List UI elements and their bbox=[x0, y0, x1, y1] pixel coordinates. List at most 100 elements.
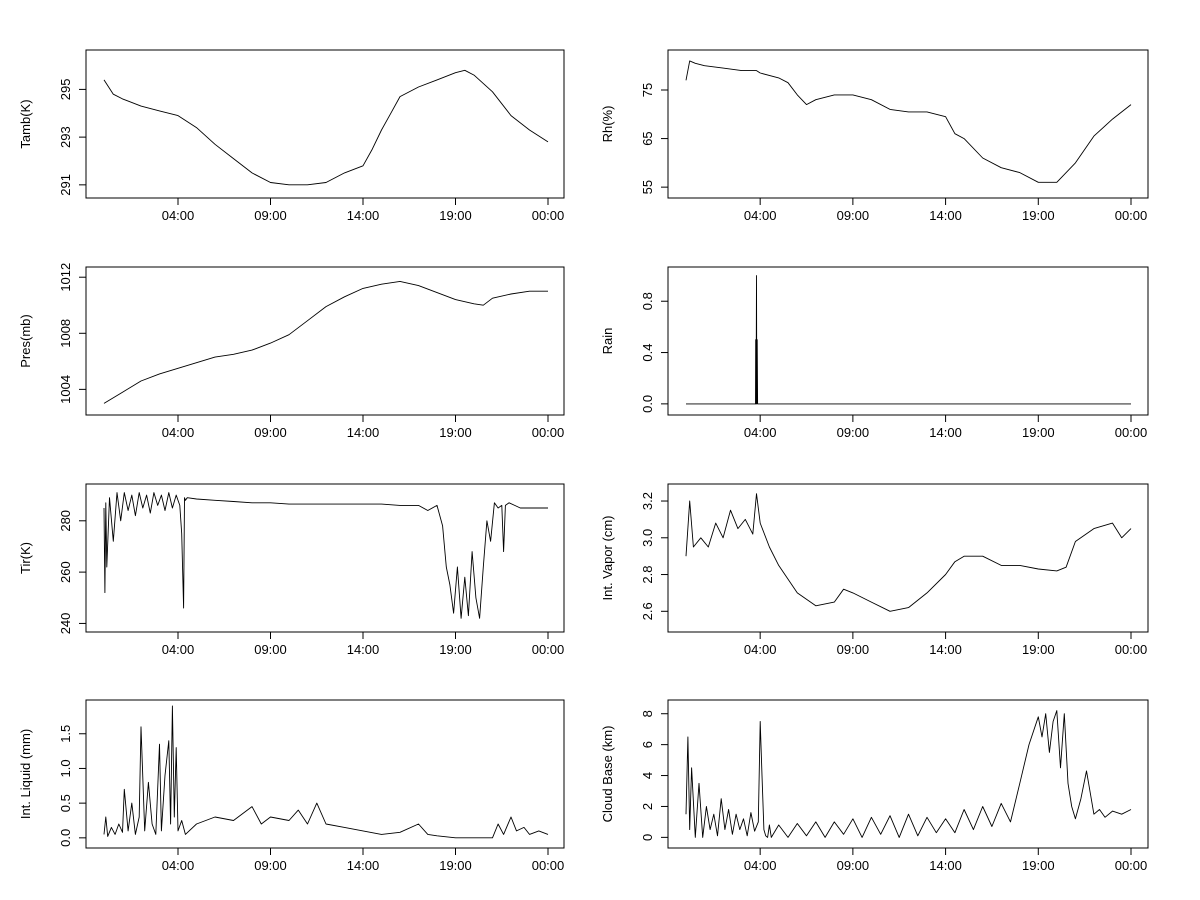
y-tick-label: 0.0 bbox=[640, 395, 655, 413]
x-tick-label: 04:00 bbox=[744, 858, 777, 873]
y-axis-title: Int. Vapor (cm) bbox=[600, 515, 615, 600]
x-tick-label: 04:00 bbox=[162, 642, 195, 657]
x-tick-label: 09:00 bbox=[254, 425, 287, 440]
x-tick-label: 19:00 bbox=[439, 642, 472, 657]
y-tick-label: 1.0 bbox=[58, 759, 73, 777]
y-tick-label: 0.4 bbox=[640, 344, 655, 362]
plot-frame bbox=[667, 49, 1149, 199]
x-tick-label: 14:00 bbox=[929, 425, 962, 440]
series-line bbox=[103, 280, 548, 404]
panel-4: 04:00 09:00 14:00 19:00 00:00 0.0 0.4 0.8 Rain bbox=[600, 266, 1149, 440]
y-tick-label: 240 bbox=[58, 613, 73, 635]
x-tick-label: 09:00 bbox=[837, 425, 870, 440]
y-tick-label: 1004 bbox=[58, 375, 73, 404]
y-tick-label: 1.5 bbox=[58, 725, 73, 743]
x-tick-label: 19:00 bbox=[439, 425, 472, 440]
plot-frame bbox=[85, 483, 565, 633]
panel-3: 04:00 09:00 14:00 19:00 00:00 1004 1008 1012 Pre… bbox=[18, 263, 565, 440]
y-tick-label: 1008 bbox=[58, 319, 73, 348]
plot-frame bbox=[667, 483, 1149, 633]
x-tick-label: 14:00 bbox=[347, 858, 380, 873]
x-tick-label: 14:00 bbox=[929, 858, 962, 873]
series-line bbox=[103, 492, 548, 619]
x-tick-label: 14:00 bbox=[347, 208, 380, 223]
y-tick-label: 55 bbox=[640, 180, 655, 194]
x-tick-label: 00:00 bbox=[1115, 425, 1148, 440]
x-tick-label: 00:00 bbox=[532, 425, 565, 440]
x-tick-label: 04:00 bbox=[744, 208, 777, 223]
y-tick-label: 75 bbox=[640, 83, 655, 97]
y-tick-label: 2.8 bbox=[640, 566, 655, 584]
y-tick-label: 3.2 bbox=[640, 492, 655, 510]
x-tick-label: 19:00 bbox=[439, 208, 472, 223]
y-tick-label: 2 bbox=[640, 803, 655, 810]
plot-frame bbox=[85, 49, 565, 199]
x-tick-label: 14:00 bbox=[347, 642, 380, 657]
x-tick-label: 04:00 bbox=[744, 642, 777, 657]
x-tick-label: 09:00 bbox=[837, 208, 870, 223]
y-tick-label: 280 bbox=[58, 510, 73, 532]
y-tick-label: 291 bbox=[58, 174, 73, 196]
y-tick-label: 65 bbox=[640, 131, 655, 145]
x-tick-label: 09:00 bbox=[837, 642, 870, 657]
x-tick-label: 00:00 bbox=[1115, 642, 1148, 657]
x-tick-label: 09:00 bbox=[837, 858, 870, 873]
y-tick-label: 0.5 bbox=[58, 794, 73, 812]
x-tick-label: 14:00 bbox=[347, 425, 380, 440]
x-tick-label: 00:00 bbox=[1115, 208, 1148, 223]
series-line bbox=[103, 705, 549, 839]
y-tick-label: 1012 bbox=[58, 263, 73, 292]
y-tick-label: 260 bbox=[58, 561, 73, 583]
y-tick-label: 293 bbox=[58, 126, 73, 148]
x-tick-label: 09:00 bbox=[254, 642, 287, 657]
x-tick-label: 14:00 bbox=[929, 208, 962, 223]
x-tick-label: 19:00 bbox=[1022, 208, 1055, 223]
y-tick-label: 0 bbox=[640, 834, 655, 841]
x-tick-label: 04:00 bbox=[162, 208, 195, 223]
x-tick-label: 00:00 bbox=[532, 858, 565, 873]
panel-7: 04:00 09:00 14:00 19:00 00:00 0.0 0.5 1.0 1.5 Int… bbox=[18, 699, 565, 873]
panel-2: 04:00 09:00 14:00 19:00 00:00 55 65 75 Rh(%) bbox=[600, 49, 1149, 223]
series-line bbox=[685, 493, 1132, 612]
panel-5: 04:00 09:00 14:00 19:00 00:00 240 260 280 Tir(K) bbox=[18, 483, 565, 657]
y-axis-title: Pres(mb) bbox=[18, 314, 33, 367]
y-axis-title: Rh(%) bbox=[600, 106, 615, 143]
y-axis-title: Tamb(K) bbox=[18, 99, 33, 148]
panel-1: 04:00 09:00 14:00 19:00 00:00 291 293 295 Tamb(K… bbox=[18, 49, 565, 223]
y-axis-title: Rain bbox=[600, 328, 615, 355]
x-tick-label: 00:00 bbox=[1115, 858, 1148, 873]
y-tick-label: 4 bbox=[640, 772, 655, 779]
plot-frame bbox=[667, 266, 1149, 416]
panel-6: 04:00 09:00 14:00 19:00 00:00 2.6 2.8 3.0 3.2 Int… bbox=[600, 483, 1149, 657]
panel-8: 04:00 09:00 14:00 19:00 00:00 0 2 4 6 8 Cloud Base… bbox=[600, 699, 1149, 873]
x-tick-label: 19:00 bbox=[1022, 642, 1055, 657]
x-tick-label: 14:00 bbox=[929, 642, 962, 657]
plot-frame bbox=[85, 699, 565, 849]
series-line bbox=[686, 275, 1131, 405]
x-tick-label: 04:00 bbox=[162, 425, 195, 440]
series-line bbox=[103, 69, 549, 186]
x-tick-label: 19:00 bbox=[439, 858, 472, 873]
x-tick-label: 09:00 bbox=[254, 208, 287, 223]
x-tick-label: 19:00 bbox=[1022, 425, 1055, 440]
plot-frame bbox=[85, 266, 565, 416]
x-tick-label: 00:00 bbox=[532, 208, 565, 223]
x-tick-label: 00:00 bbox=[532, 642, 565, 657]
y-tick-label: 0.0 bbox=[58, 829, 73, 847]
x-tick-label: 04:00 bbox=[744, 425, 777, 440]
y-axis-title: Tir(K) bbox=[18, 542, 33, 574]
series-line bbox=[685, 60, 1132, 183]
x-tick-label: 19:00 bbox=[1022, 858, 1055, 873]
y-tick-label: 295 bbox=[58, 79, 73, 101]
x-tick-label: 04:00 bbox=[162, 858, 195, 873]
y-tick-label: 2.6 bbox=[640, 602, 655, 620]
x-tick-label: 09:00 bbox=[254, 858, 287, 873]
y-tick-label: 0.8 bbox=[640, 292, 655, 310]
y-tick-label: 8 bbox=[640, 710, 655, 717]
y-tick-label: 3.0 bbox=[640, 529, 655, 547]
y-axis-title: Cloud Base (km) bbox=[600, 726, 615, 823]
y-tick-label: 6 bbox=[640, 741, 655, 748]
series-line bbox=[685, 710, 1132, 838]
plot-frame bbox=[667, 699, 1149, 849]
